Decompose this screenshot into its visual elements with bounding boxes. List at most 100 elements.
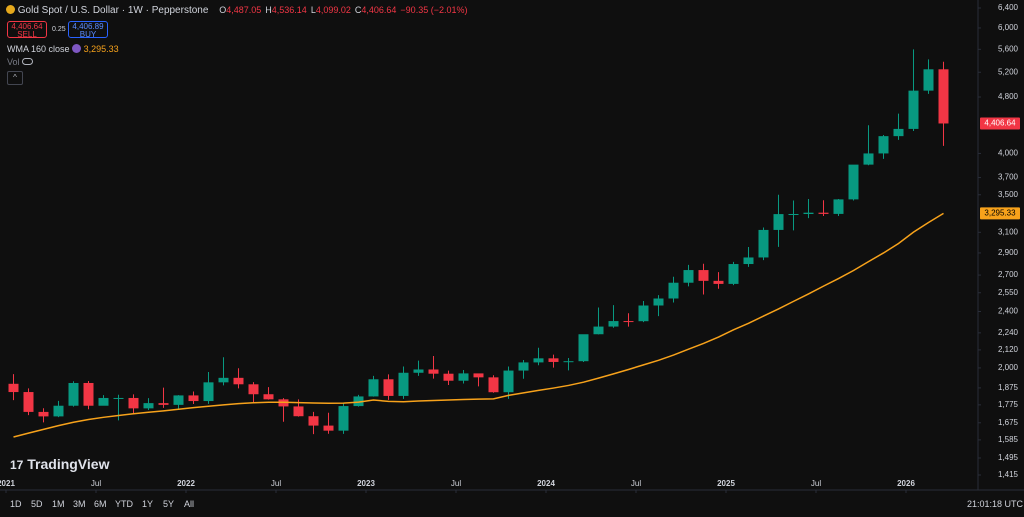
candle-body bbox=[413, 369, 424, 373]
ohlc-key: H bbox=[265, 5, 272, 15]
buy-button[interactable]: 4,406.89 BUY bbox=[68, 21, 108, 39]
x-tick-label: 2022 bbox=[177, 479, 195, 488]
price-label-bg bbox=[980, 117, 1020, 130]
candle-body bbox=[773, 214, 784, 230]
candle-body bbox=[38, 411, 49, 417]
indicator-name[interactable]: WMA 160 close bbox=[7, 44, 70, 54]
candle-body bbox=[533, 358, 544, 363]
timeframe-button[interactable]: 1D bbox=[10, 499, 22, 509]
candle-body bbox=[23, 392, 34, 412]
clock: 21:01:18 UTC bbox=[967, 499, 1024, 509]
y-tick-label: 2,000 bbox=[998, 363, 1019, 372]
candle-body bbox=[923, 69, 934, 91]
candle-body bbox=[893, 128, 904, 137]
ohlc-key: C bbox=[354, 5, 362, 15]
candle-body bbox=[488, 377, 499, 393]
buy-price: 4,406.89 bbox=[72, 22, 104, 31]
timeframe-button[interactable]: All bbox=[184, 499, 195, 509]
x-tick-label: Jul bbox=[271, 479, 281, 488]
ohlc-value: 4,487.05 bbox=[226, 5, 262, 15]
brand-mark: 17 bbox=[10, 458, 24, 472]
candle-body bbox=[473, 373, 484, 378]
candle-body bbox=[233, 377, 244, 385]
timeframe-button[interactable]: 1M bbox=[52, 499, 65, 509]
candle-body bbox=[638, 305, 649, 322]
candle-body bbox=[383, 379, 394, 396]
candle-body bbox=[668, 282, 679, 299]
ohlc-value: 4,536.14 bbox=[271, 5, 307, 15]
collapse-button[interactable]: ^ bbox=[7, 71, 23, 85]
candle-body bbox=[368, 379, 379, 397]
x-tick-label: Jul bbox=[91, 479, 101, 488]
y-tick-label: 3,100 bbox=[998, 227, 1019, 236]
candle-body bbox=[353, 396, 364, 407]
candle-body bbox=[203, 382, 214, 402]
candle-body bbox=[863, 153, 874, 165]
y-tick-label: 2,700 bbox=[998, 270, 1019, 279]
y-tick-label: 1,585 bbox=[998, 435, 1019, 444]
candle-body bbox=[443, 373, 454, 381]
candle-body bbox=[788, 213, 799, 215]
candle-body bbox=[53, 405, 64, 417]
timeframe-button[interactable]: 3M bbox=[73, 499, 86, 509]
candle-body bbox=[938, 69, 949, 124]
volume-label[interactable]: Vol bbox=[7, 57, 20, 67]
buy-label: BUY bbox=[79, 30, 97, 39]
candle-body bbox=[698, 270, 709, 281]
x-tick-label: Jul bbox=[631, 479, 641, 488]
change: −90.35 (−2.01%) bbox=[400, 5, 468, 15]
candle-body bbox=[428, 369, 439, 374]
timeframe-button[interactable]: 5Y bbox=[163, 499, 175, 509]
candle-body bbox=[158, 403, 169, 405]
candle-body bbox=[8, 383, 19, 393]
candle-body bbox=[743, 257, 754, 265]
candle-body bbox=[398, 372, 409, 396]
symbol-title[interactable]: Gold Spot / U.S. Dollar · 1W · Peppersto… bbox=[17, 5, 209, 16]
candle-body bbox=[908, 90, 919, 129]
candle-body bbox=[608, 321, 619, 327]
candle-body bbox=[713, 280, 724, 284]
x-tick-label: 2021 bbox=[0, 479, 15, 488]
y-tick-label: 4,800 bbox=[998, 92, 1019, 101]
y-tick-label: 1,775 bbox=[998, 400, 1019, 409]
wma-line bbox=[13, 212, 944, 438]
y-tick-label: 6,400 bbox=[998, 3, 1019, 12]
y-tick-label: 2,400 bbox=[998, 307, 1019, 316]
y-tick-label: 2,900 bbox=[998, 248, 1019, 257]
timeframe-button[interactable]: 1Y bbox=[142, 499, 154, 509]
ohlc-key: L bbox=[310, 5, 316, 15]
candle-body bbox=[248, 384, 259, 395]
timeframe-button[interactable]: 6M bbox=[94, 499, 107, 509]
timeframe-button[interactable]: 5D bbox=[31, 499, 43, 509]
y-tick-label: 1,675 bbox=[998, 418, 1019, 427]
y-tick-label: 1,415 bbox=[998, 470, 1019, 479]
candle-body bbox=[113, 397, 124, 399]
candle-body bbox=[308, 416, 319, 426]
candle-body bbox=[728, 264, 739, 284]
wma-label: 3,295.33 bbox=[984, 209, 1016, 218]
candle-body bbox=[143, 403, 154, 409]
eye-icon[interactable] bbox=[22, 58, 34, 65]
x-tick-label: Jul bbox=[451, 479, 461, 488]
candle-body bbox=[323, 425, 334, 431]
sell-button[interactable]: 4,406.64 SELL bbox=[7, 21, 47, 39]
wma-label-bg bbox=[980, 207, 1020, 220]
x-tick-label: 2023 bbox=[357, 479, 375, 488]
sell-label: SELL bbox=[17, 30, 37, 39]
candle-body bbox=[653, 298, 664, 306]
y-tick-label: 3,700 bbox=[998, 173, 1019, 182]
candle-body bbox=[128, 397, 139, 409]
timeframe-button[interactable]: YTD bbox=[115, 499, 133, 509]
candle-body bbox=[503, 370, 514, 393]
x-tick-label: 2026 bbox=[897, 479, 915, 488]
y-tick-label: 2,240 bbox=[998, 328, 1019, 337]
y-tick-label: 6,000 bbox=[998, 23, 1019, 32]
volume-row: Vol bbox=[7, 57, 34, 67]
y-tick-label: 2,120 bbox=[998, 345, 1019, 354]
candle-body bbox=[548, 358, 559, 362]
x-tick-label: Jul bbox=[811, 479, 821, 488]
candle-body bbox=[293, 406, 304, 417]
y-tick-label: 2,550 bbox=[998, 288, 1019, 297]
